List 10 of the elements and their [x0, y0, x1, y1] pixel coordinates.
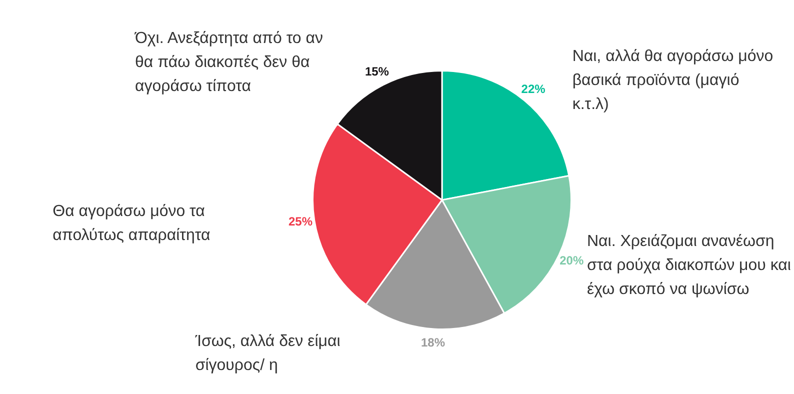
- slice-label: Όχι. Ανεξάρτητα από το αν θα πάω διακοπές δεν θα αγοράσω τίποτα: [134, 28, 324, 97]
- slice-label: Ναι, αλλά θα αγοράσω μόνο βασικά προϊόντα (μαγιό κ.τ.λ): [572, 47, 774, 116]
- data-label: 15%: [364, 64, 390, 79]
- slice-label: Θα αγοράσω μόνο τα απολύτως απαραίτητα: [52, 202, 212, 246]
- slice-label: Ναι. Χρειάζομαι ανανέωση στα ρούχα διακοπών μου και έχω σκοπό να ψωνίσω: [587, 232, 792, 300]
- data-label: 20%: [560, 253, 584, 268]
- slice-label: Ίσως, αλλά δεν είμαι σίγουρος/ η: [195, 332, 342, 376]
- data-label: 22%: [521, 82, 546, 96]
- data-label: 25%: [288, 214, 313, 229]
- data-label: 18%: [420, 335, 446, 350]
